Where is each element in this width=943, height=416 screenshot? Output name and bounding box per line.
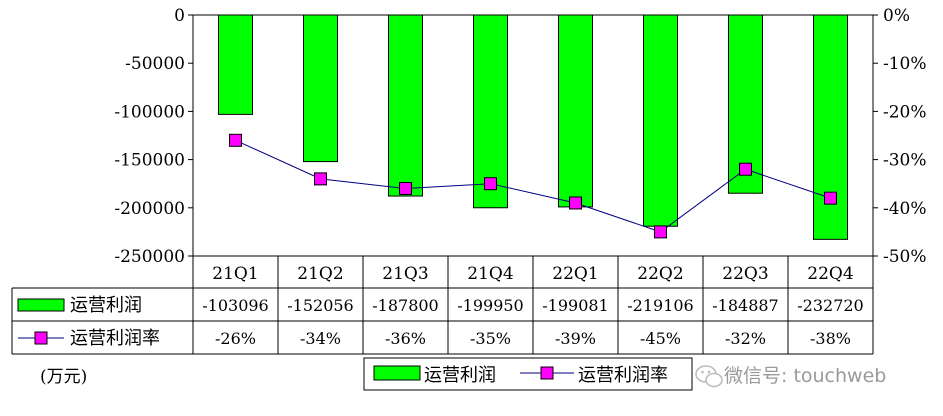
row-header-bar: 运营利润: [70, 295, 142, 316]
bar-value-label: -199950: [457, 296, 523, 315]
line-point-22Q4: [824, 191, 837, 205]
line-value-label: -32%: [725, 329, 766, 348]
line-layer: [229, 133, 837, 239]
left-axis: 0 -50000 -100000 -150000 -200000 -250000: [114, 6, 193, 267]
line-value-label: -26%: [215, 329, 256, 348]
category-label: 21Q1: [212, 264, 258, 284]
right-tick-label: -40%: [883, 199, 927, 219]
right-tick-label: -30%: [883, 151, 927, 171]
legend-label-bar: 运营利润: [424, 365, 496, 386]
bar-21Q3: [388, 14, 423, 197]
left-tick-label: 0: [174, 6, 185, 26]
category-label: 22Q3: [722, 264, 768, 284]
line-point-22Q2: [654, 225, 667, 239]
line-point-21Q2: [314, 172, 327, 186]
category-label: 21Q2: [297, 264, 343, 284]
line-value-label: -39%: [555, 329, 596, 348]
data-table: 21Q1 -103096 -26% 21Q2 -152056 -34% 21Q3 -18780…: [11, 255, 874, 355]
bar-21Q1: [218, 14, 253, 115]
row-key-bar: [17, 298, 65, 312]
category-label: 22Q1: [552, 264, 598, 284]
right-tick-label: -50%: [883, 247, 927, 267]
legend-key-bar: [373, 365, 421, 381]
left-tick-label: -50000: [125, 54, 185, 74]
bar-22Q1: [558, 14, 593, 208]
left-tick-label: -150000: [114, 151, 185, 171]
bar-value-label: -232720: [797, 296, 863, 315]
line-point-22Q3: [739, 162, 752, 176]
line-path: [235, 139, 831, 233]
bar-21Q4: [473, 14, 508, 209]
line-value-label: -36%: [385, 329, 426, 348]
line-value-label: -38%: [810, 329, 851, 348]
line-point-21Q1: [229, 133, 242, 147]
left-tick-label: -200000: [114, 199, 185, 219]
right-tick-label: -10%: [883, 54, 927, 74]
row-key-marker: [34, 331, 48, 345]
watermark-text: 微信号: touchweb: [724, 365, 886, 387]
legend-label-line: 运营利润率: [578, 365, 668, 386]
legend: 运营利润 运营利润率: [363, 357, 693, 391]
bar-value-label: -103096: [202, 296, 268, 315]
left-tick-label: -250000: [114, 247, 185, 267]
bar-value-label: -152056: [287, 296, 353, 315]
plot-frame: [192, 14, 874, 256]
line-value-label: -45%: [640, 329, 681, 348]
bar-21Q2: [303, 14, 338, 163]
unit-label: (万元): [40, 367, 87, 387]
row-header-line: 运营利润率: [70, 328, 160, 349]
bar-value-label: -184887: [712, 296, 778, 315]
left-tick-label: -100000: [114, 102, 185, 122]
bars-layer: [218, 14, 848, 240]
category-label: 21Q4: [467, 264, 513, 284]
legend-key-marker: [540, 366, 554, 380]
bar-value-label: -199081: [542, 296, 608, 315]
line-point-22Q1: [569, 196, 582, 210]
watermark: 微信号: touchweb: [695, 365, 886, 388]
bar-value-label: -187800: [372, 296, 438, 315]
line-point-21Q4: [484, 177, 497, 191]
category-label: 21Q3: [382, 264, 428, 284]
line-value-label: -34%: [300, 329, 341, 348]
bar-22Q4: [813, 14, 848, 240]
category-label: 22Q4: [807, 264, 853, 284]
line-point-21Q3: [399, 182, 412, 196]
line-value-label: -35%: [470, 329, 511, 348]
right-tick-label: -20%: [883, 102, 927, 122]
bar-value-label: -219106: [627, 296, 693, 315]
wechat-icon: [695, 365, 723, 388]
category-label: 22Q2: [637, 264, 683, 284]
right-axis: 0% -10% -20% -30% -40% -50%: [873, 6, 927, 267]
right-tick-label: 0%: [883, 6, 910, 26]
bar-22Q2: [643, 14, 678, 227]
